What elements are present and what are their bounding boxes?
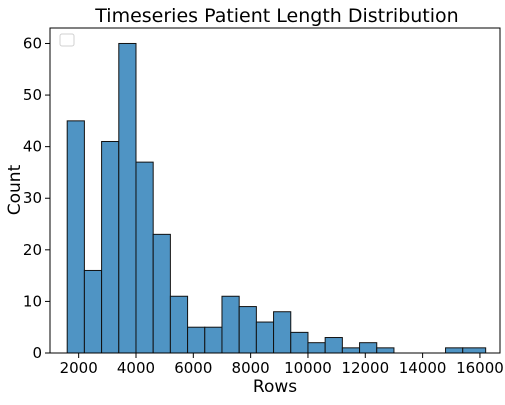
histogram-bar	[273, 311, 292, 354]
histogram-bar	[135, 161, 154, 354]
histogram-bar	[462, 347, 487, 354]
y-tick-label: 40	[23, 138, 42, 156]
histogram-bar	[307, 342, 326, 354]
histogram-bar	[169, 295, 189, 354]
y-axis: 0 10 20 30 40 50 60	[23, 34, 50, 362]
histogram-bar	[221, 295, 240, 354]
y-tick-label: 20	[23, 241, 42, 259]
x-tick-label: 2000	[60, 359, 98, 377]
y-tick-label: 60	[23, 34, 42, 52]
x-tick-label: 10000	[284, 359, 332, 377]
histogram-bar	[118, 42, 137, 354]
histogram-bar	[445, 347, 464, 354]
y-tick-label: 30	[23, 189, 42, 207]
histogram-bar	[290, 331, 309, 354]
y-axis-label: Count	[5, 164, 25, 215]
histogram-bar	[324, 337, 343, 354]
x-axis: 2000 4000 6000 8000 10000 12000 14000 16000	[60, 353, 504, 377]
histogram-bar	[101, 140, 120, 354]
histogram-bar	[255, 321, 275, 354]
y-tick-label: 0	[32, 344, 42, 362]
x-axis-label: Rows	[253, 377, 297, 397]
histogram-bar	[341, 347, 361, 354]
x-tick-label: 12000	[341, 359, 389, 377]
plot-frame	[49, 27, 501, 354]
histogram-bar	[376, 347, 395, 354]
histogram-bar	[66, 120, 85, 354]
x-tick-label: 8000	[232, 359, 270, 377]
x-tick-label: 4000	[117, 359, 155, 377]
chart-title: Timeseries Patient Length Distribution	[94, 5, 458, 27]
histogram-bar	[359, 342, 378, 354]
bars-layer	[66, 42, 487, 354]
x-tick-label: 14000	[399, 359, 447, 377]
x-tick-label: 16000	[456, 359, 504, 377]
legend-box	[59, 33, 75, 47]
histogram-bar	[83, 269, 103, 354]
x-tick-label: 6000	[174, 359, 212, 377]
histogram-bar	[204, 326, 223, 354]
histogram-bar	[238, 306, 257, 354]
histogram-bar	[152, 233, 171, 354]
histogram-bar	[187, 326, 206, 354]
y-tick-label: 10	[23, 292, 42, 310]
y-tick-label: 50	[23, 86, 42, 104]
